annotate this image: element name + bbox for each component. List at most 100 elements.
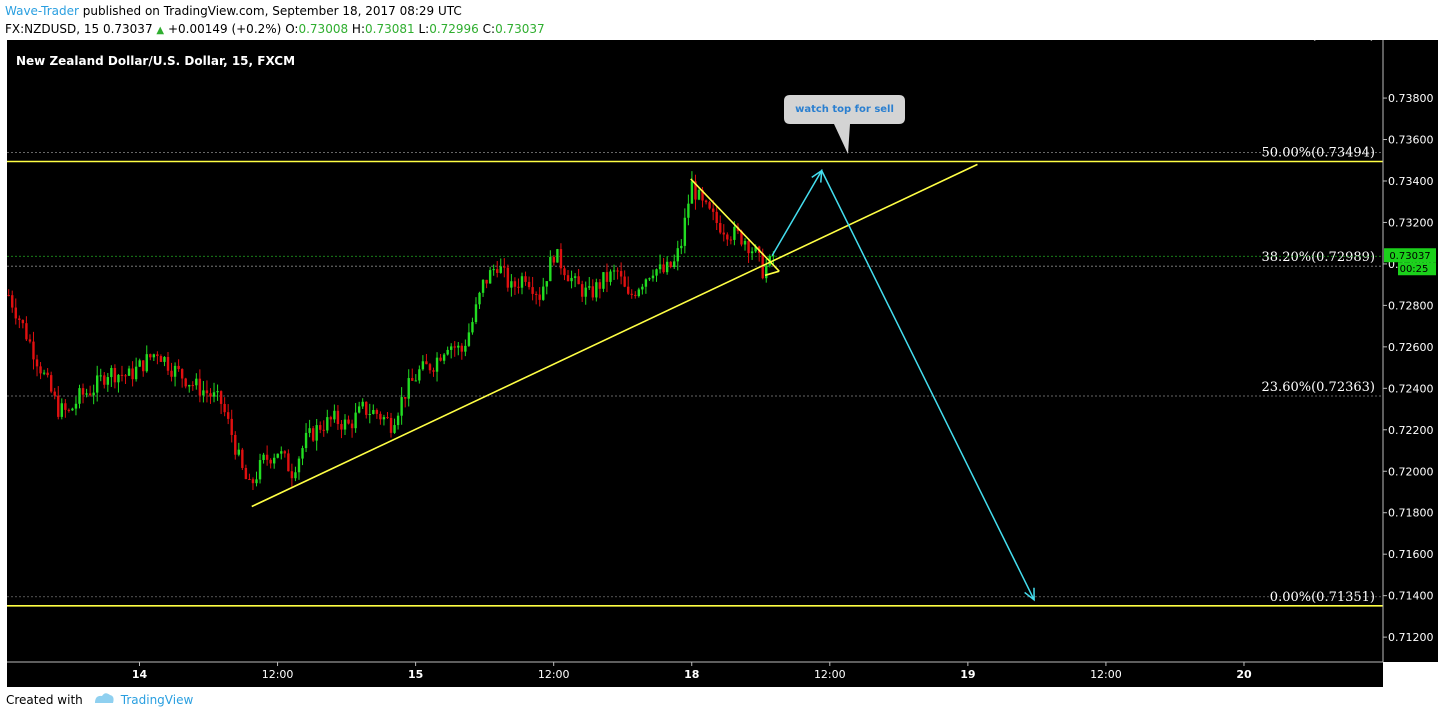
candle-body — [542, 286, 545, 300]
candle-body — [754, 246, 757, 252]
candle-body — [117, 374, 120, 383]
candle-body — [634, 294, 637, 297]
candle-body — [248, 479, 251, 481]
candle-body — [28, 339, 32, 342]
candle-body — [506, 267, 510, 288]
candle-body — [655, 269, 658, 276]
author-link[interactable]: Wave-Trader — [5, 4, 79, 18]
candle-body — [747, 240, 750, 254]
candle-body — [386, 417, 389, 419]
candle-body — [92, 392, 95, 396]
candle-body — [357, 406, 361, 413]
candle-body — [329, 417, 333, 420]
plot-area — [7, 40, 1383, 662]
candle-body — [290, 471, 294, 479]
candle-body — [435, 357, 439, 372]
chart-title: New Zealand Dollar/U.S. Dollar, 15, FXCM — [16, 54, 295, 68]
candle-body — [503, 266, 506, 268]
candle-body — [280, 451, 283, 454]
candle-body — [687, 203, 690, 218]
candle-body — [467, 332, 471, 346]
tradingview-link[interactable]: TradingView — [120, 692, 194, 707]
candle-body — [496, 269, 499, 273]
candle-body — [375, 410, 379, 414]
candle-body — [772, 255, 775, 257]
candle-body — [134, 366, 138, 380]
candle-body — [64, 403, 67, 410]
candle-body — [297, 458, 301, 473]
candle-body — [683, 217, 687, 246]
candle-body — [265, 454, 269, 460]
candle-body — [326, 417, 329, 431]
candle-body — [393, 425, 396, 433]
candle-body — [605, 272, 609, 282]
fib-level-label: 0.00%(0.71351) — [1270, 590, 1375, 605]
candle-body — [195, 378, 198, 386]
candle-body — [343, 419, 347, 430]
candle-body — [163, 356, 166, 362]
candle-body — [460, 345, 464, 352]
candle-body — [488, 270, 492, 284]
candle-body — [414, 380, 417, 382]
candle-body — [188, 385, 191, 387]
fib-level-label: 23.60%(0.72363) — [1262, 380, 1375, 395]
y-tick-label: 0.71200 — [1388, 631, 1434, 644]
candle-body — [124, 375, 127, 377]
created-with-label: Created with — [6, 692, 83, 707]
candle-body — [354, 412, 357, 429]
candle-body — [690, 181, 694, 204]
tradingview-logo-icon — [93, 691, 115, 708]
candle-body — [570, 277, 573, 282]
low-label: L: — [418, 22, 430, 36]
candle-body — [85, 393, 88, 395]
support-trendline[interactable] — [251, 163, 978, 508]
candle-body — [694, 181, 697, 200]
candle-body — [711, 208, 715, 212]
forecast-down-arrowhead — [1024, 587, 1035, 602]
open-value: 0.73008 — [298, 22, 349, 36]
candle-body — [637, 289, 641, 297]
candle-body — [432, 370, 435, 372]
candle-body — [450, 346, 453, 350]
candle-body — [715, 211, 718, 223]
candle-body — [704, 200, 708, 203]
candle-body — [648, 278, 651, 280]
candle-body — [287, 453, 290, 472]
candle-body — [407, 378, 410, 399]
candle-body — [234, 434, 237, 455]
callout-bubble[interactable] — [784, 95, 905, 154]
candle-body — [520, 276, 524, 288]
y-tick-label: 0.72400 — [1388, 382, 1434, 395]
x-tick-label: 15 — [408, 668, 423, 681]
candle-body — [485, 279, 488, 284]
y-tick-label: 0.72800 — [1388, 299, 1434, 312]
candle-body — [170, 370, 173, 377]
candle-body — [315, 425, 318, 441]
y-tick-label: 0.72200 — [1388, 424, 1434, 437]
candle-body — [308, 428, 311, 433]
y-tick-label: 0.71600 — [1388, 548, 1434, 561]
price-axis — [1383, 40, 1438, 662]
resistance-trendline[interactable] — [690, 178, 780, 272]
fib-level-label: 38.20%(0.72989) — [1262, 250, 1375, 265]
candle-body — [538, 294, 541, 300]
fib-level-label: 61.80%(0.74606) — [1262, 28, 1375, 43]
candle-body — [81, 388, 85, 395]
candle-body — [60, 403, 63, 417]
candle-body — [96, 375, 99, 393]
y-tick-label: 0.71800 — [1388, 507, 1434, 520]
candle-body — [350, 423, 354, 429]
candle-body — [205, 390, 209, 394]
close-value: 0.73037 — [495, 22, 545, 36]
wedge-base-line[interactable] — [764, 270, 780, 277]
fib-level-label: 50.00%(0.73494) — [1262, 145, 1375, 160]
candle-body — [71, 408, 74, 411]
candle-body — [697, 189, 701, 200]
candle-body — [566, 275, 570, 282]
candle-body — [120, 374, 124, 376]
candle-body — [368, 413, 371, 415]
candle-body — [591, 286, 594, 298]
last-price-text: 0.73037 — [1389, 251, 1430, 262]
candle-body — [99, 375, 102, 377]
